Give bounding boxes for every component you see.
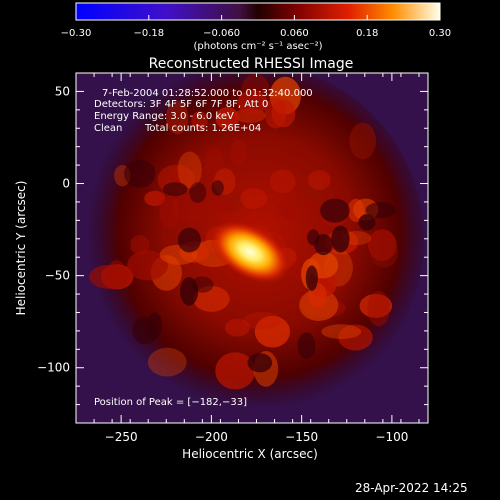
- emission-blob: [144, 190, 166, 207]
- colorbar-tick-label: 0.060: [280, 28, 309, 39]
- emission-blob: [107, 260, 127, 286]
- emission-blob: [269, 169, 296, 194]
- y-tick-label: −100: [37, 361, 70, 375]
- x-axis-label: Heliocentric X (arcsec): [182, 447, 318, 461]
- emission-blob: [177, 151, 202, 189]
- flare-source: [209, 220, 291, 284]
- emission-hole: [365, 201, 397, 219]
- emission-hole: [179, 277, 199, 306]
- emission-blob: [224, 318, 250, 337]
- y-tick-label: −50: [45, 269, 70, 283]
- emission-blob: [166, 100, 189, 135]
- axis-ticks: −250 −200 −150 −100 50 0 −50 −100: [37, 72, 428, 444]
- emission-blob: [342, 231, 372, 246]
- emission-blob: [367, 229, 397, 261]
- footer-timestamp: 28-Apr-2022 14:25: [355, 481, 468, 495]
- emission-blob: [254, 315, 291, 348]
- emission-blob: [243, 311, 282, 330]
- emission-hole: [124, 159, 156, 188]
- colorbar-frame: [75, 2, 441, 21]
- annotation-total-counts: Total counts: 1.26E+04: [145, 123, 262, 134]
- emission-blob: [240, 188, 268, 209]
- emission-hole: [146, 312, 163, 339]
- emission-blob: [215, 106, 240, 130]
- emission-blob: [206, 198, 235, 215]
- emission-blob: [241, 73, 270, 109]
- y-axis-label: Heliocentric Y (arcsec): [14, 181, 28, 316]
- emission-hole: [358, 214, 376, 231]
- plot-frame: [75, 72, 429, 424]
- emission-hole: [305, 265, 318, 291]
- emission-blob: [230, 139, 248, 166]
- emission-hole: [177, 227, 202, 253]
- x-tick-label: −100: [375, 430, 408, 444]
- emission-blob: [370, 236, 399, 268]
- emission-blob: [89, 264, 130, 289]
- emission-blob: [307, 170, 331, 190]
- emission-hole: [211, 180, 224, 196]
- annotation-peak-position: Position of Peak = [−182,−33]: [94, 397, 247, 408]
- colorbar: [76, 3, 440, 20]
- chart-title: Reconstructed RHESSI Image: [149, 56, 354, 72]
- x-tick-label: −200: [195, 430, 228, 444]
- colorbar-unit-label: (photons cm⁻² s⁻¹ asec⁻²): [193, 41, 322, 52]
- colorbar-tick-label: −0.060: [203, 28, 240, 39]
- annotation-energy: Energy Range: 3.0 - 6.0 keV: [94, 111, 234, 122]
- emission-blob: [349, 122, 377, 160]
- emission-blob: [130, 234, 150, 255]
- annotation-clean: Clean: [94, 123, 123, 134]
- colorbar-tick-label: 0.18: [356, 28, 378, 39]
- colorbar-tick-label: 0.30: [429, 28, 451, 39]
- emission-blob: [147, 347, 187, 377]
- emission-blob: [215, 352, 256, 390]
- emission-hole: [247, 353, 273, 373]
- x-tick-label: −250: [105, 430, 138, 444]
- emission-hole: [320, 198, 350, 223]
- emission-hole: [331, 225, 350, 253]
- y-tick-label: 50: [55, 84, 70, 98]
- colorbar-tick-label: −0.30: [61, 28, 92, 39]
- emission-blob: [367, 291, 391, 327]
- emission-blob: [359, 294, 393, 318]
- emission-blob: [237, 90, 268, 115]
- emission-blob: [171, 168, 190, 187]
- image-area: [76, 73, 428, 423]
- emission-blob: [204, 147, 225, 186]
- emission-blobs: [89, 73, 399, 390]
- emission-blob: [191, 111, 208, 131]
- emission-hole: [297, 332, 316, 359]
- emission-blob: [159, 196, 180, 229]
- annotation-detectors: Detectors: 3F 4F 5F 6F 7F 8F, Att 0: [94, 99, 269, 110]
- annotation-time: 7-Feb-2004 01:28:52.000 to 01:32:40.000: [102, 88, 313, 99]
- emission-blob: [277, 199, 306, 219]
- emission-hole: [314, 234, 333, 256]
- emission-blob: [321, 324, 362, 339]
- colorbar-ticks: −0.30 −0.18 −0.060 0.060 0.18 0.30: [61, 15, 451, 39]
- emission-blob: [264, 97, 287, 129]
- emission-blob: [338, 324, 373, 351]
- x-tick-label: −150: [285, 430, 318, 444]
- emission-blob: [127, 250, 169, 281]
- emission-hole: [189, 182, 207, 203]
- emission-hole: [162, 182, 188, 196]
- y-tick-label: 0: [62, 177, 70, 191]
- colorbar-tick-label: −0.18: [133, 28, 164, 39]
